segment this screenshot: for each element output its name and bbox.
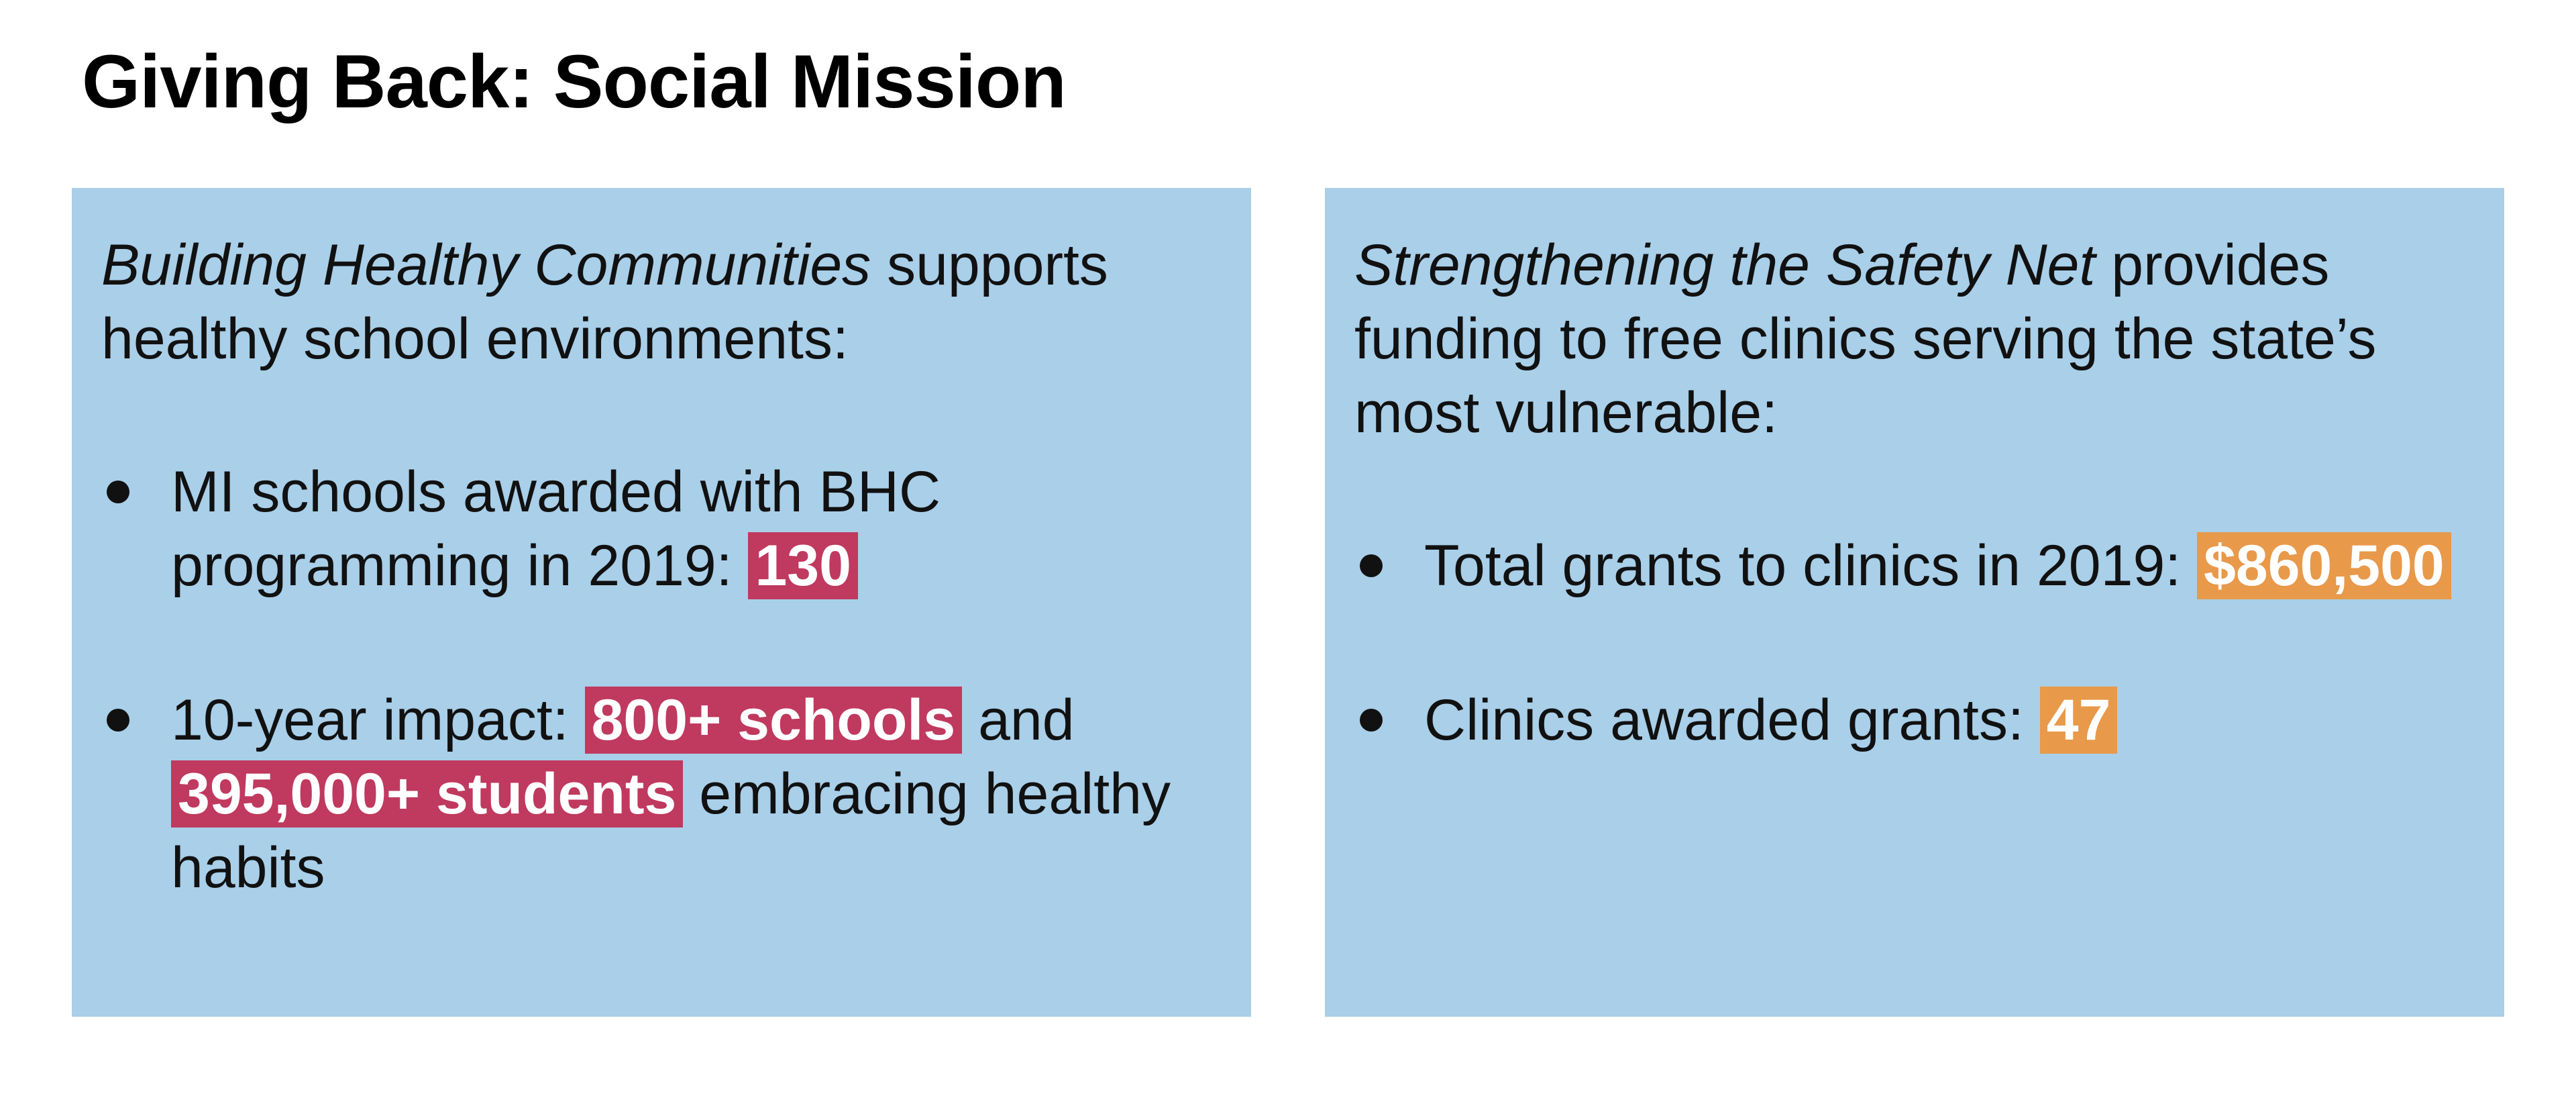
bhc-ten-year-impact-item: 10-year impact: 800+ schools and 395,000…: [101, 683, 1222, 905]
safety-net-panel: Strengthening the Safety Net provides fu…: [1325, 188, 2504, 1017]
bhc-schools-awarded-item: MI schools awarded with BHC programming …: [101, 455, 1222, 603]
bhc-intro: Building Healthy Communities supports he…: [101, 228, 1222, 376]
safety-net-clinics-awarded-text: Clinics awarded grants:: [1424, 688, 2040, 752]
safety-net-bullet-list: Total grants to clinics in 2019: $860,50…: [1354, 529, 2475, 757]
safety-net-total-grants-item: Total grants to clinics in 2019: $860,50…: [1354, 529, 2475, 603]
bhc-intro-text: supports healthy school environments:: [101, 233, 1108, 371]
building-healthy-communities-panel: Building Healthy Communities supports he…: [72, 188, 1251, 1017]
bhc-schools-awarded-value: 130: [748, 532, 858, 599]
bullet-icon: [107, 481, 129, 503]
bullet-icon: [107, 709, 129, 732]
page-title: Giving Back: Social Mission: [82, 40, 1067, 123]
safety-net-intro: Strengthening the Safety Net provides fu…: [1354, 228, 2475, 450]
bhc-bullet-list: MI schools awarded with BHC programming …: [101, 455, 1222, 905]
bhc-impact-students-value: 395,000+ students: [171, 760, 684, 827]
bhc-impact-and: and: [962, 688, 1075, 752]
bhc-schools-awarded-text: MI schools awarded with BHC programming …: [171, 460, 941, 598]
safety-net-intro-text: provides funding to free clinics serving…: [1354, 233, 2377, 445]
bhc-program-name: Building Healthy Communities: [101, 233, 871, 297]
safety-net-clinics-awarded-value: 47: [2039, 687, 2118, 754]
bullet-icon: [1360, 709, 1383, 732]
bhc-impact-label: 10-year impact:: [171, 688, 585, 752]
bhc-impact-tail: embracing healthy habits: [171, 762, 1171, 900]
safety-net-total-grants-value: $860,500: [2197, 532, 2451, 599]
safety-net-program-name: Strengthening the Safety Net: [1354, 233, 2096, 297]
safety-net-total-grants-text: Total grants to clinics in 2019:: [1424, 534, 2198, 598]
bhc-impact-schools-value: 800+ schools: [584, 687, 963, 754]
safety-net-clinics-awarded-item: Clinics awarded grants: 47: [1354, 683, 2475, 757]
bullet-icon: [1360, 554, 1383, 577]
